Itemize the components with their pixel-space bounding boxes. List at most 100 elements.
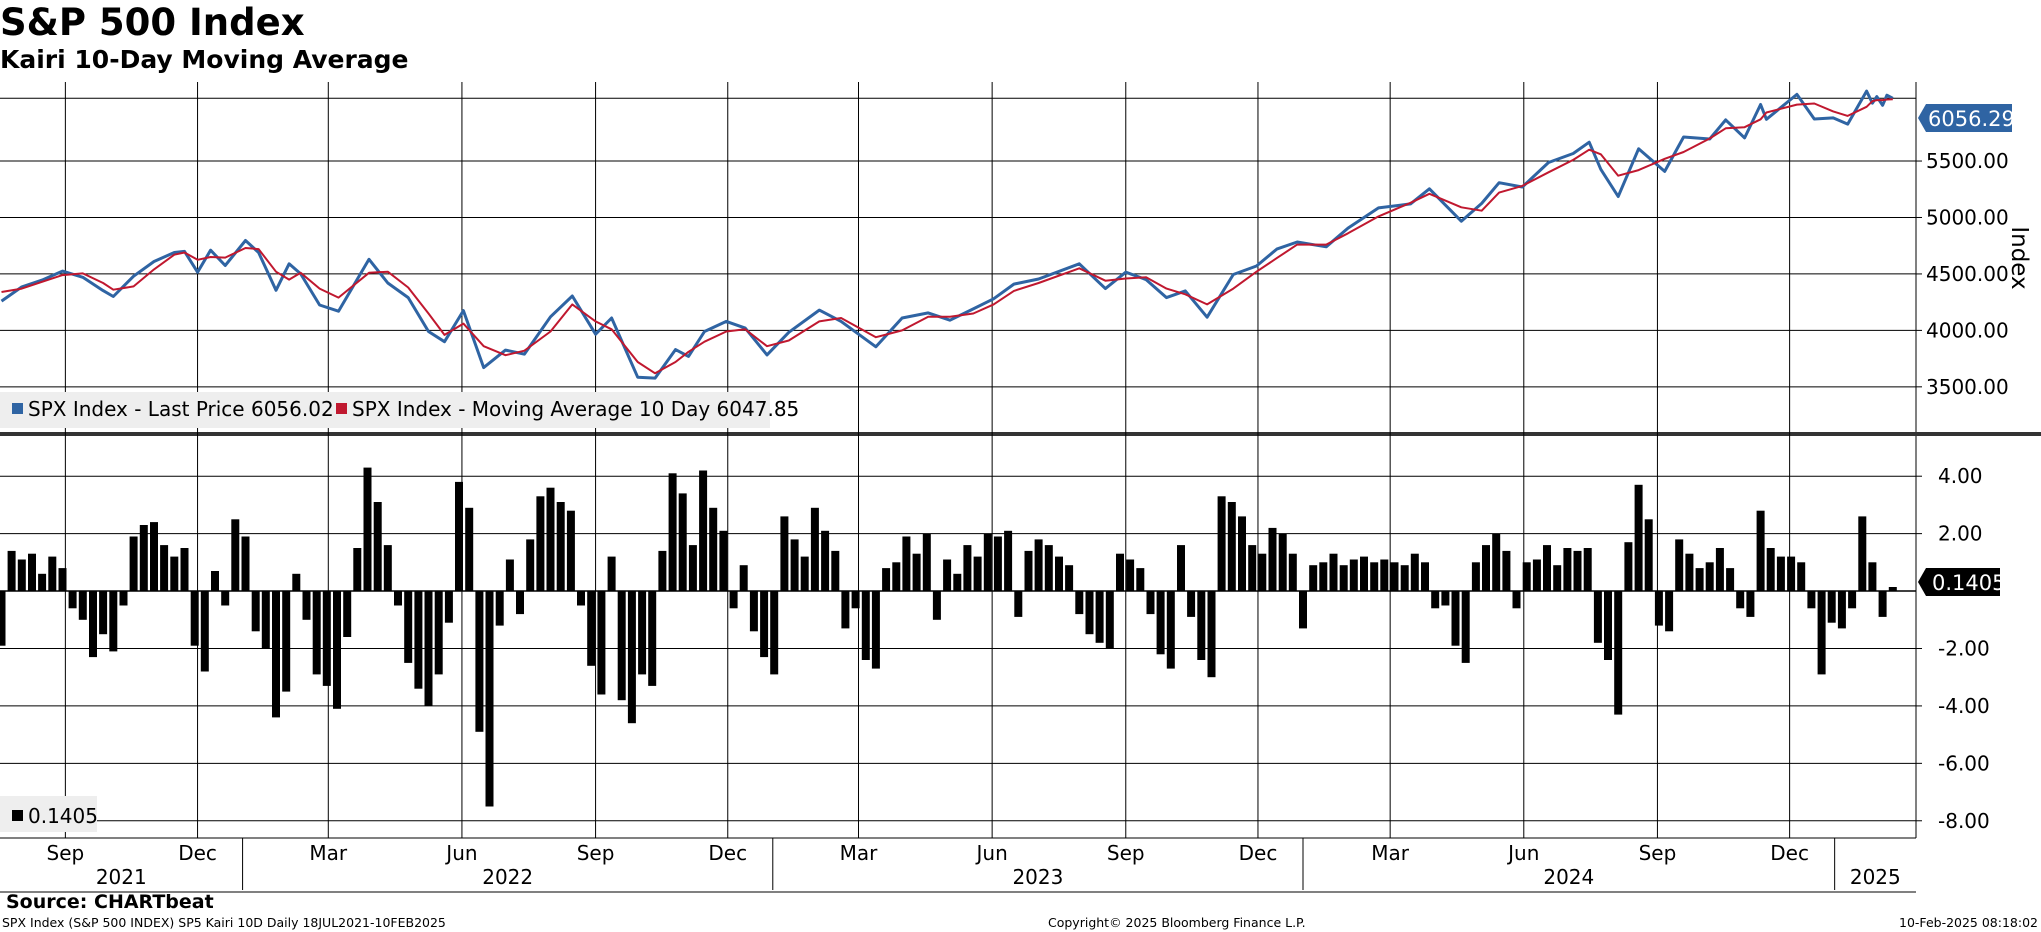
- kairi-bar: [1085, 591, 1094, 635]
- kairi-bar: [38, 573, 47, 591]
- kairi-bar: [394, 591, 402, 606]
- kairi-bar: [424, 591, 433, 706]
- kairi-bar: [1604, 591, 1612, 660]
- kairi-bar: [1238, 516, 1246, 592]
- kairi-bar: [1116, 553, 1124, 591]
- kairi-bar: [129, 536, 138, 592]
- kairi-bar: [1563, 548, 1572, 592]
- kairi-bar: [404, 591, 413, 663]
- kairi-bar: [1746, 591, 1755, 617]
- footer-left: SPX Index (S&P 500 INDEX) SP5 Kairi 10D …: [2, 915, 446, 930]
- badge-last-price-label: 6056.29: [1928, 107, 2015, 131]
- kairi-bar: [1187, 591, 1196, 617]
- kairi-bar: [150, 522, 158, 591]
- kairi-bar: [160, 545, 169, 591]
- kairi-bar: [1197, 591, 1206, 660]
- bottom-legend: 0.1405: [0, 796, 98, 832]
- kairi-bar: [180, 548, 189, 592]
- chart-title: S&P 500 Index: [0, 1, 305, 44]
- kairi-bar: [800, 556, 809, 592]
- top-y-tick-label: 4500.00: [1926, 262, 2009, 286]
- x-tick-label-month: Sep: [47, 841, 85, 865]
- legend-swatch-kairi: [12, 810, 23, 821]
- kairi-bar: [607, 556, 616, 592]
- kairi-bar: [1441, 591, 1450, 606]
- kairi-bar: [78, 591, 87, 620]
- kairi-bar: [577, 591, 585, 606]
- x-tick-label-month: Sep: [1107, 841, 1145, 865]
- top-y-axis-label: Index: [2006, 226, 2032, 289]
- x-tick-label-year: 2024: [1543, 865, 1594, 889]
- kairi-bar: [1156, 591, 1165, 655]
- kairi-bar: [190, 591, 199, 646]
- kairi-bar: [170, 556, 179, 592]
- x-tick-label-month: Jun: [975, 841, 1008, 865]
- kairi-bar: [1400, 565, 1409, 591]
- kairi-bar: [1146, 591, 1155, 615]
- x-tick-label-year: 2025: [1850, 865, 1901, 889]
- kairi-bar: [28, 553, 36, 591]
- x-tick-label-year: 2022: [482, 865, 533, 889]
- footer-right: 10-Feb-2025 08:18:02: [1899, 915, 2038, 930]
- kairi-bar: [760, 591, 769, 658]
- kairi-bar: [729, 591, 738, 609]
- kairi-bar: [1675, 539, 1684, 592]
- kairi-bar: [1095, 591, 1104, 643]
- kairi-bar: [953, 573, 962, 591]
- kairi-bar: [1126, 559, 1135, 592]
- kairi-bar: [1888, 587, 1897, 591]
- kairi-bar: [1512, 591, 1521, 609]
- kairi-bar: [1278, 533, 1287, 591]
- kairi-bar: [1573, 550, 1582, 592]
- kairi-bar: [1482, 545, 1490, 591]
- kairi-bar: [1014, 591, 1023, 617]
- kairi-bar: [658, 550, 667, 592]
- kairi-bar: [922, 533, 931, 591]
- top-y-tick-label: 5500.00: [1926, 149, 2009, 173]
- kairi-bar: [648, 591, 657, 686]
- kairi-bar: [1207, 591, 1216, 678]
- kairi-bar: [1543, 545, 1551, 591]
- badge-kairi-label: 0.1405: [1932, 571, 2005, 595]
- kairi-bar: [1451, 591, 1460, 646]
- kairi-bar: [597, 591, 606, 695]
- kairi-bar: [1695, 568, 1704, 592]
- kairi-bar: [1349, 559, 1358, 592]
- kairi-bar: [1268, 527, 1277, 592]
- kairi-bar: [1339, 565, 1348, 591]
- kairi-bar: [1583, 548, 1592, 592]
- x-tick-label-month: Dec: [178, 841, 217, 865]
- kairi-bar: [139, 525, 148, 591]
- kairi-bar: [973, 556, 982, 592]
- kairi-bar: [871, 591, 880, 669]
- legend-swatch-last-price: [12, 403, 23, 414]
- bottom-y-tick-label: -6.00: [1938, 751, 1990, 775]
- kairi-bar: [902, 536, 911, 592]
- kairi-bar: [282, 591, 291, 692]
- x-tick-label-month: Dec: [708, 841, 747, 865]
- kairi-bar: [719, 530, 728, 592]
- kairi-bar: [1736, 591, 1745, 609]
- kairi-bar: [89, 591, 97, 658]
- kairi-bar: [1756, 510, 1765, 592]
- kairi-bar: [119, 591, 128, 606]
- kairi-bar: [1227, 502, 1236, 591]
- kairi-bar: [1288, 553, 1297, 591]
- kairi-bar: [882, 568, 891, 592]
- kairi-bar: [1837, 591, 1846, 629]
- top-y-tick-label: 4000.00: [1926, 318, 2009, 342]
- kairi-bar: [1004, 530, 1013, 592]
- kairi-bar: [1177, 545, 1185, 591]
- kairi-bar: [861, 591, 870, 660]
- kairi-bar: [434, 591, 443, 675]
- kairi-bar: [1644, 519, 1653, 592]
- kairi-bar: [1065, 565, 1074, 591]
- kairi-bar: [1553, 565, 1562, 591]
- x-tick-label-month: Sep: [577, 841, 615, 865]
- x-tick-label-month: Dec: [1239, 841, 1278, 865]
- top-y-tick-label: 3500.00: [1926, 375, 2009, 399]
- bottom-y-tick-label: 4.00: [1938, 464, 1983, 488]
- kairi-bar: [1776, 556, 1785, 592]
- kairi-bar: [322, 591, 331, 686]
- kairi-bar: [7, 550, 16, 592]
